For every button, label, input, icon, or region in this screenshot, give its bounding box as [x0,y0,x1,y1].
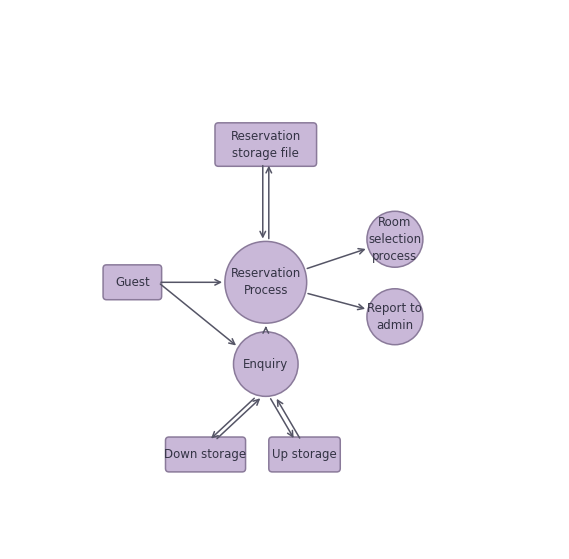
FancyBboxPatch shape [269,437,340,472]
Text: Reservation
Process: Reservation Process [230,267,301,297]
FancyBboxPatch shape [166,437,246,472]
Circle shape [233,332,298,396]
Text: Reservation
storage file: Reservation storage file [230,130,301,159]
Circle shape [367,289,423,345]
Circle shape [225,241,307,323]
Text: Room
selection
process: Room selection process [368,216,422,263]
Text: Down storage: Down storage [164,448,246,461]
Text: Report to
admin: Report to admin [368,302,422,331]
Text: Guest: Guest [115,276,150,289]
Text: Up storage: Up storage [272,448,337,461]
Text: Enquiry: Enquiry [243,358,288,371]
FancyBboxPatch shape [103,265,162,300]
FancyBboxPatch shape [215,123,316,166]
Circle shape [367,211,423,267]
